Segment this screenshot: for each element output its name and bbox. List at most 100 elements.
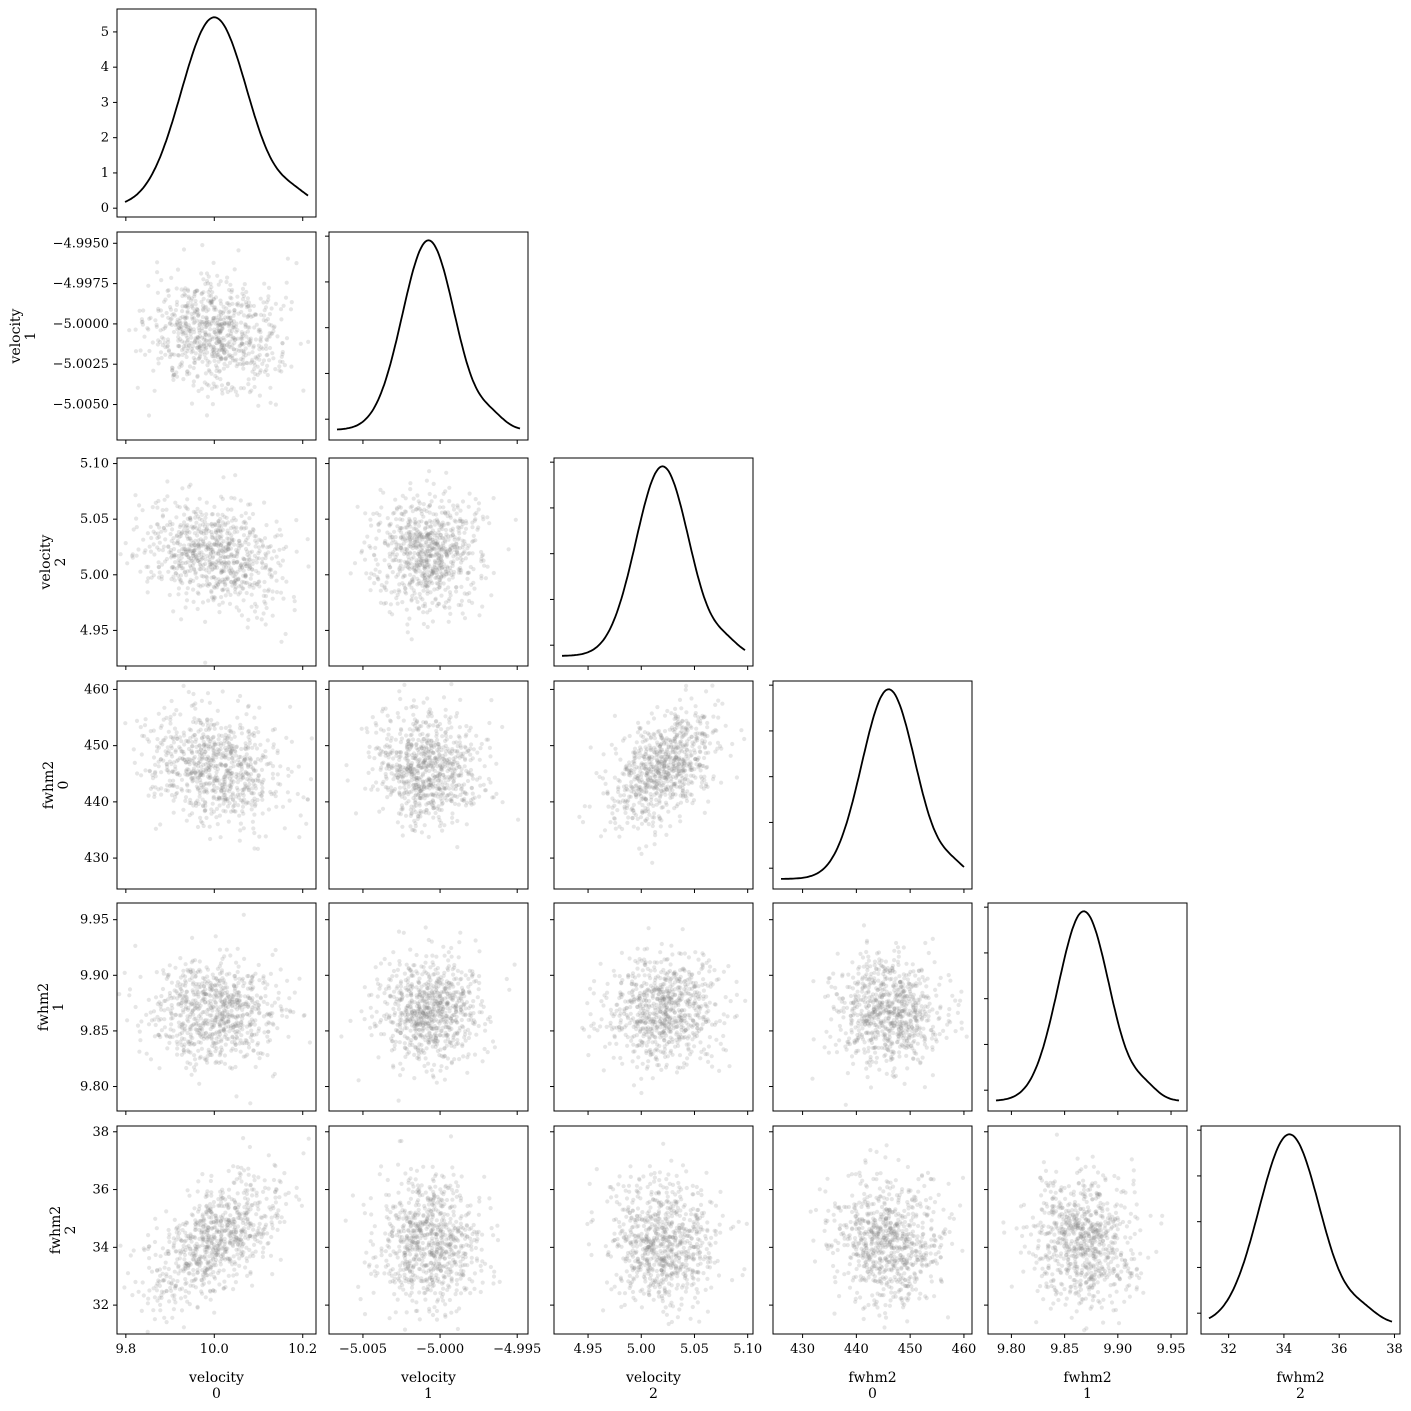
- sample-point: [226, 768, 231, 773]
- sample-point: [404, 733, 409, 738]
- sample-point: [191, 691, 196, 697]
- sample-point: [218, 298, 223, 303]
- sample-point: [652, 842, 657, 847]
- sample-point: [193, 801, 198, 806]
- sample-point: [230, 755, 235, 760]
- sample-point: [191, 578, 196, 584]
- sample-point: [237, 838, 242, 843]
- sample-point: [214, 315, 219, 320]
- sample-point: [143, 768, 148, 773]
- sample-point: [697, 749, 703, 754]
- sample-point: [402, 781, 407, 786]
- sample-point: [156, 711, 161, 716]
- sample-point: [235, 569, 240, 574]
- sample-point: [386, 562, 392, 568]
- sample-point: [219, 569, 225, 574]
- sample-point: [211, 260, 216, 265]
- sample-point: [172, 726, 178, 731]
- sample-point: [210, 402, 215, 407]
- sample-point: [680, 782, 686, 788]
- sample-point: [194, 575, 199, 580]
- sample-point: [269, 323, 274, 328]
- sample-point: [621, 793, 627, 798]
- sample-point: [183, 330, 188, 335]
- sample-point: [263, 754, 268, 760]
- sample-point: [156, 306, 161, 312]
- sample-point: [204, 512, 209, 517]
- sample-point: [206, 307, 211, 312]
- sample-point: [123, 541, 128, 546]
- sample-point: [184, 333, 189, 338]
- sample-point: [685, 739, 690, 744]
- sample-point: [377, 746, 382, 751]
- sample-point: [416, 523, 422, 528]
- sample-point: [482, 788, 488, 793]
- sample-point: [711, 774, 716, 779]
- sample-point: [218, 339, 223, 345]
- sample-point: [241, 386, 246, 391]
- sample-point: [235, 303, 241, 308]
- sample-point: [192, 330, 197, 335]
- sample-point: [258, 337, 263, 342]
- sample-point: [232, 734, 237, 739]
- sample-point: [158, 822, 163, 827]
- sample-point: [161, 717, 166, 722]
- sample-point: [235, 698, 241, 704]
- sample-point: [250, 567, 255, 572]
- sample-point: [239, 348, 244, 353]
- sample-point: [435, 738, 440, 743]
- sample-point: [195, 335, 200, 340]
- sample-point: [406, 748, 411, 753]
- sample-point: [252, 363, 257, 368]
- sample-point: [267, 334, 272, 339]
- sample-point: [174, 320, 180, 325]
- sample-point: [213, 530, 218, 535]
- sample-point: [374, 511, 379, 516]
- sample-point: [447, 757, 452, 762]
- sample-point: [171, 374, 176, 379]
- sample-point: [625, 799, 630, 804]
- sample-point: [267, 345, 273, 351]
- sample-point: [263, 601, 268, 606]
- sample-point: [445, 761, 450, 766]
- sample-point: [224, 947, 229, 952]
- sample-point: [639, 821, 645, 826]
- sample-point: [204, 316, 209, 321]
- sample-point: [227, 339, 232, 344]
- sample-point: [239, 731, 244, 736]
- sample-point: [474, 733, 479, 738]
- sample-point: [246, 377, 251, 382]
- sample-point: [239, 563, 244, 568]
- sample-point: [195, 590, 200, 595]
- sample-point: [204, 815, 209, 821]
- sample-point: [666, 745, 671, 750]
- sample-point: [280, 576, 285, 581]
- sample-point: [155, 737, 160, 742]
- sample-point: [143, 352, 148, 357]
- sample-point: [166, 315, 171, 320]
- sample-point: [232, 542, 237, 547]
- sample-point: [223, 522, 228, 528]
- sample-point: [469, 772, 474, 777]
- sample-point: [180, 348, 185, 353]
- sample-point: [225, 587, 230, 592]
- sample-point: [186, 296, 192, 301]
- sample-point: [627, 733, 632, 739]
- sample-point: [403, 586, 408, 591]
- sample-point: [210, 336, 215, 341]
- sample-point: [154, 324, 159, 329]
- sample-point: [224, 306, 229, 311]
- sample-point: [365, 730, 370, 735]
- sample-point: [206, 529, 212, 534]
- panel-v2-v2: [550, 457, 754, 670]
- sample-point: [134, 718, 140, 724]
- sample-point: [216, 778, 221, 783]
- sample-point: [229, 328, 234, 333]
- sample-point: [637, 751, 642, 756]
- sample-point: [267, 358, 272, 363]
- sample-point: [244, 564, 249, 569]
- sample-point: [192, 360, 197, 365]
- sample-point: [232, 310, 237, 315]
- sample-point: [220, 689, 225, 694]
- sample-point: [633, 774, 638, 780]
